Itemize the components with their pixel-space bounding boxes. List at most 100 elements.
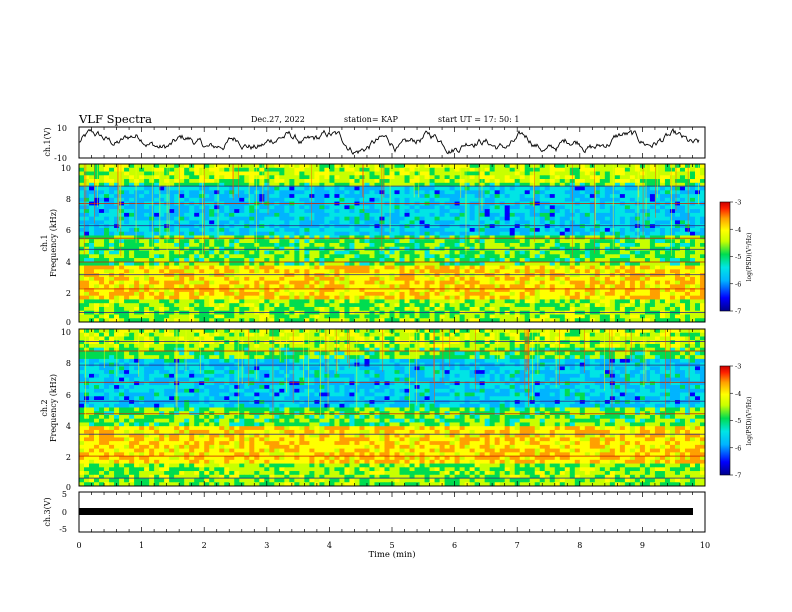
ch1-spectrogram-cell: [394, 197, 400, 203]
ch1-spectrogram-cell: [314, 186, 320, 191]
ch1-spectrogram-cell: [294, 231, 300, 236]
ch1-spectrogram-cell: [229, 205, 235, 210]
ch1-spectrogram-cell: [454, 167, 461, 172]
ch1-spectrogram-cell: [234, 171, 240, 176]
ch1-spectrogram-cell: [504, 220, 511, 225]
ch1-spectrogram-cell: [579, 276, 586, 282]
ch1-spectrogram-cell: [654, 212, 661, 218]
ch1-spectrogram-cell: [204, 190, 210, 195]
ch1-spectrogram-cell: [544, 227, 551, 233]
ch1-spectrogram-cell: [154, 186, 160, 191]
ch1-spectrogram-cell: [624, 306, 631, 312]
ch1-spectrogram-cell: [354, 167, 360, 172]
ch1-spectrogram-cell: [414, 212, 420, 218]
ch1-spectrogram-cell: [154, 209, 160, 214]
ch1-spectrogram-cell: [504, 197, 511, 203]
ch1-spectrogram-cell: [464, 220, 471, 225]
ch1-spectrogram-cell: [394, 306, 400, 312]
ch1-spectrogram-cell: [349, 175, 355, 180]
ch1-spectrogram-cell: [674, 276, 681, 282]
ch1-spectrogram-cell: [279, 250, 285, 255]
ch1-spectrogram-cell: [599, 171, 606, 176]
ch1-spectrogram-cell: [149, 288, 155, 293]
ch1-spectrogram-cell: [664, 284, 671, 289]
ch1-spectrogram-cell: [544, 205, 551, 210]
ch1-spectrogram-cell: [344, 250, 350, 255]
ch1-spectrogram-cell: [139, 306, 145, 312]
ch1-spectrogram-cell: [274, 231, 280, 236]
ch1-spectrogram-cell: [389, 235, 395, 240]
ch1-spectrogram-cell: [394, 239, 400, 244]
ch1-spectrogram-cell: [234, 220, 240, 225]
ch1-spectrogram-cell: [279, 243, 285, 248]
ch1-spectrogram-cell: [249, 167, 255, 172]
ch1-spectrogram-cell: [679, 269, 686, 274]
ch1-spectrogram-cell: [464, 303, 471, 308]
ch1-spectrogram-cell: [669, 303, 676, 308]
ch1-spectrogram-cell: [409, 212, 415, 218]
ch1-spectrogram-cell: [644, 194, 651, 199]
ch1-spectrogram-cell: [279, 280, 285, 285]
ch1-spectrogram-cell: [139, 254, 145, 259]
ch1-spectrogram-cell: [184, 291, 190, 297]
ch1-spectrogram-cell: [609, 197, 616, 203]
ch1-spectrogram-cell: [464, 209, 471, 214]
ch1-spectrogram-cell: [544, 224, 551, 229]
ch1-spectrogram-cell: [244, 171, 250, 176]
ch1-spectrogram-cell: [144, 261, 150, 266]
ch1-spectrogram-cell: [464, 250, 471, 255]
ch1-spectrogram-cell: [379, 280, 385, 285]
ch1-spectrogram-cell: [564, 194, 571, 199]
ch1-spectrogram-cell: [124, 250, 130, 255]
ch1-spectrogram-cell: [549, 212, 556, 218]
ch1-spectrogram-cell: [159, 167, 165, 172]
ch1-spectrogram-cell: [594, 235, 601, 240]
ch1-spectrogram-cell: [449, 295, 455, 300]
ch1-spectrogram-cell: [299, 171, 305, 176]
ch1-spectrogram-cell: [329, 197, 335, 203]
ch1-spectrogram-cell: [574, 175, 581, 180]
ch1-spectrogram-cell: [214, 280, 220, 285]
ch1-spectrogram-cell: [299, 182, 305, 187]
ch1-spectrogram-cell: [314, 258, 320, 263]
ch1-spectrogram-cell: [614, 273, 621, 278]
ch1-spectrogram-cell: [524, 205, 531, 210]
ch1-spectrogram-cell: [104, 288, 110, 293]
ch1-spectrogram-cell: [134, 216, 140, 221]
ch1-spectrogram-cell: [114, 179, 120, 184]
ch1-spectrogram-cell: [309, 171, 315, 176]
ch1-spectrogram-cell: [124, 194, 130, 199]
ch1-spectrogram-cell: [119, 164, 125, 169]
ch1-spectrogram-cell: [104, 179, 110, 184]
ch1-spectrogram-cell: [504, 175, 511, 180]
ch1-spectrogram-cell: [619, 216, 626, 221]
ch1-spectrogram-cell: [359, 212, 365, 218]
ch1-spectrogram-cell: [274, 239, 280, 244]
ch1-spectrogram-cell: [79, 291, 85, 297]
ch1-spectrogram-cell: [679, 197, 686, 203]
ch1-spectrogram-cell: [244, 288, 250, 293]
ch1-spectrogram-cell: [274, 164, 280, 169]
ch1-spectrogram-cell: [419, 235, 425, 240]
ch1-spectrogram-cell: [504, 284, 511, 289]
ch1-spectrogram-cell: [599, 243, 606, 248]
ch1-spectrogram-cell: [534, 239, 541, 244]
ch1-spectrogram-cell: [344, 288, 350, 293]
ch1-spectrogram-cell: [144, 179, 150, 184]
ch1-spectrogram-cell: [329, 167, 335, 172]
ch1-spectrogram-cell: [629, 288, 636, 293]
ch1-spectrogram-cell: [669, 182, 676, 187]
ch1-spectrogram-cell: [589, 295, 596, 300]
ch1-spectrogram-cell: [109, 303, 115, 308]
ch1-spectrogram-cell: [589, 216, 596, 221]
ch1-spectrogram-cell: [349, 239, 355, 244]
ch1-spectrogram-cell: [224, 269, 230, 274]
ch1-spectrogram-cell: [564, 269, 571, 274]
ch1-spectrogram-cell: [229, 273, 235, 278]
ch1-spectrogram-cell: [329, 231, 335, 236]
ch1-spectrogram-cell: [254, 280, 260, 285]
ch1-spectrogram-cell: [259, 250, 265, 255]
ch1-spectrogram-cell: [699, 261, 706, 266]
ch1-spectrogram-cell: [529, 231, 536, 236]
ch1-spectrogram-cell: [444, 243, 450, 248]
